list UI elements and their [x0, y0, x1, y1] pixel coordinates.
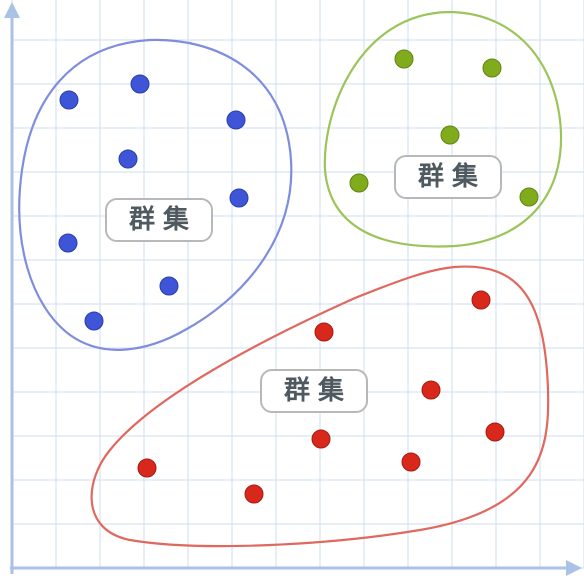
cluster-outline-red — [90, 265, 550, 548]
data-point-red — [471, 290, 491, 310]
cluster-label-red: 群集 — [260, 369, 368, 413]
data-point-red — [244, 484, 264, 504]
data-point-red — [401, 452, 421, 472]
cluster-label-blue: 群集 — [105, 198, 213, 242]
cluster-outline-blue — [18, 38, 293, 351]
x-axis-arrow — [566, 560, 582, 576]
data-point-blue — [229, 188, 249, 208]
data-point-green — [394, 49, 414, 69]
data-point-green — [482, 58, 502, 78]
data-point-blue — [118, 149, 138, 169]
data-point-blue — [59, 90, 79, 110]
data-point-red — [137, 458, 157, 478]
data-point-green — [440, 125, 460, 145]
data-point-green — [519, 187, 539, 207]
data-point-blue — [58, 233, 78, 253]
data-point-blue — [226, 110, 246, 130]
y-axis-arrow — [4, 2, 20, 18]
axes — [4, 2, 582, 576]
data-point-red — [421, 380, 441, 400]
cluster-outline-green — [323, 10, 563, 248]
grid — [11, 0, 584, 569]
data-point-blue — [159, 276, 179, 296]
data-point-red — [311, 429, 331, 449]
data-point-red — [485, 422, 505, 442]
data-point-blue — [84, 311, 104, 331]
cluster-label-green: 群集 — [394, 155, 502, 199]
data-point-blue — [130, 74, 150, 94]
data-points — [58, 49, 539, 504]
data-point-red — [314, 322, 334, 342]
data-point-green — [349, 173, 369, 193]
